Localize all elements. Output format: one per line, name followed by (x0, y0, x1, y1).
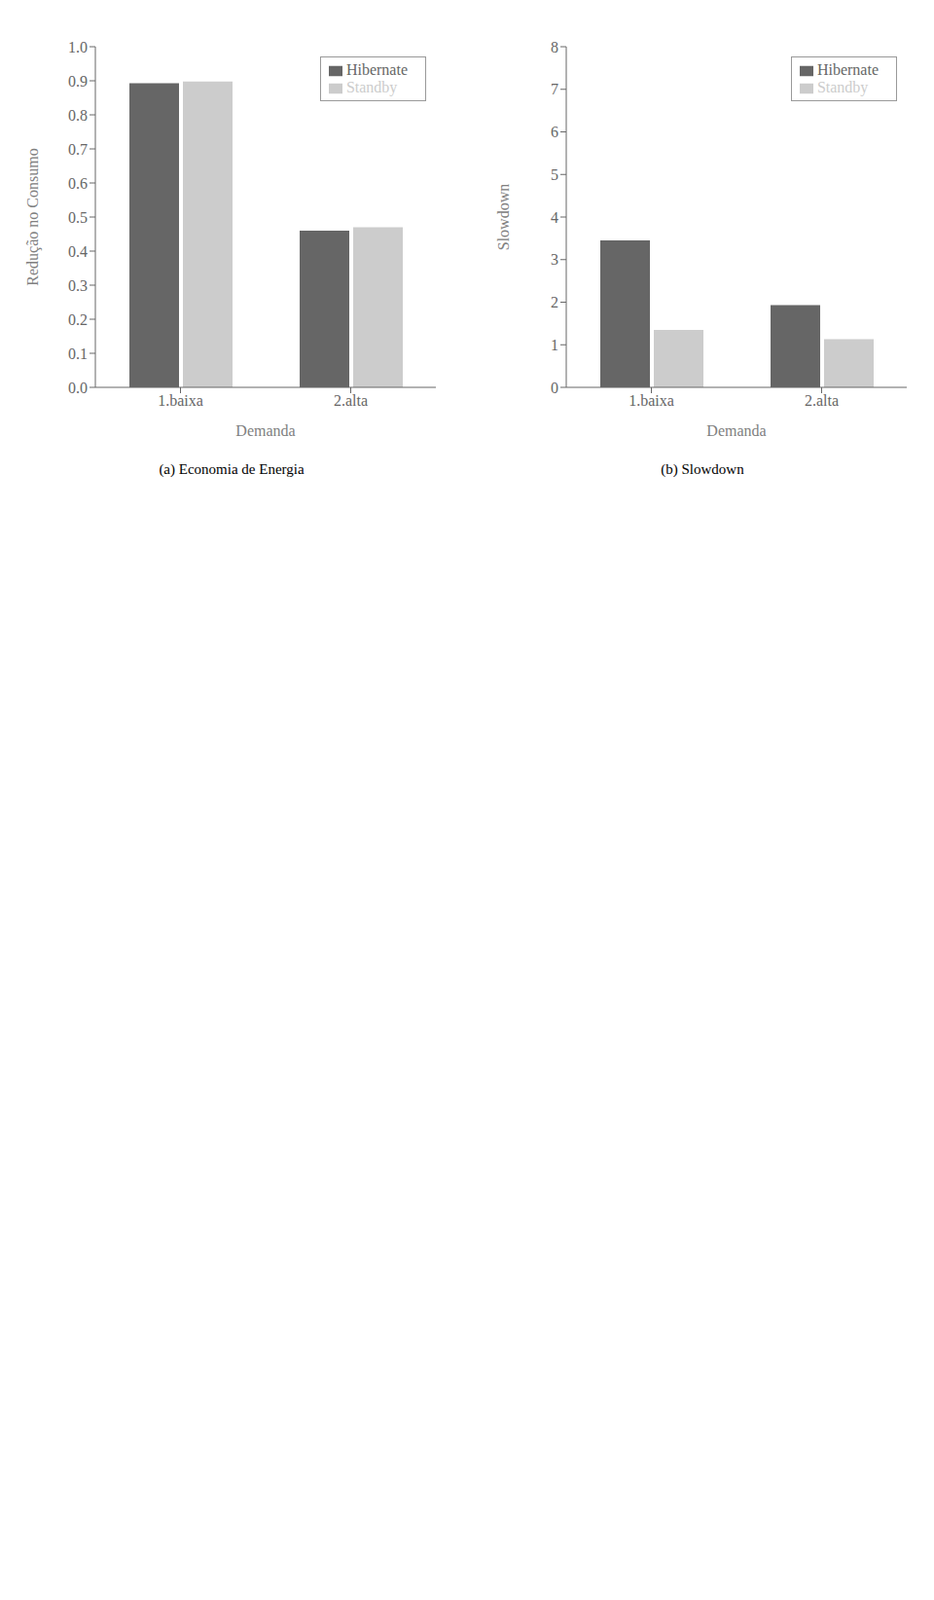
svg-text:1: 1 (550, 336, 559, 354)
svg-text:0.8: 0.8 (68, 107, 88, 124)
svg-text:0.0: 0.0 (68, 379, 88, 396)
svg-text:0: 0 (550, 379, 559, 396)
html-text:(a) Economia de Energia: (a) Economia de Energia (158, 461, 305, 477)
svg-text:0.7: 0.7 (68, 141, 88, 158)
svg-text:1.baixa: 1.baixa (157, 392, 204, 409)
svg-text:0.5: 0.5 (68, 209, 88, 226)
html-text:Standby: Standby (346, 78, 398, 96)
svg-text:4: 4 (550, 209, 559, 226)
svg-text:0.6: 0.6 (68, 175, 88, 192)
svg-text:2: 2 (550, 293, 559, 311)
svg-text:8: 8 (550, 38, 559, 56)
svg-text:2.alta: 2.alta (333, 392, 368, 409)
svg-text:5: 5 (550, 166, 559, 183)
svg-text:Redução no Consumo: Redução no Consumo (24, 147, 42, 286)
svg-text:0.4: 0.4 (68, 243, 88, 260)
svg-text:0.1: 0.1 (68, 345, 88, 362)
svg-text:6: 6 (550, 123, 559, 141)
html-text:(b) Slowdown: (b) Slowdown (660, 461, 744, 477)
html-text:Hibernate: Hibernate (346, 61, 408, 78)
svg-text:Slowdown: Slowdown (495, 183, 512, 251)
svg-text:0.3: 0.3 (68, 277, 88, 294)
svg-text:2.alta: 2.alta (804, 392, 839, 409)
svg-text:7: 7 (550, 80, 559, 98)
svg-text:Demanda: Demanda (235, 422, 295, 439)
html-text:Standby: Standby (817, 78, 869, 96)
svg-text:0.9: 0.9 (68, 72, 88, 90)
svg-text:0.2: 0.2 (68, 311, 88, 328)
html-text:Hibernate: Hibernate (817, 61, 879, 78)
svg-text:1.baixa: 1.baixa (628, 392, 675, 409)
svg-text:3: 3 (550, 251, 559, 268)
svg-text:1.0: 1.0 (68, 38, 88, 56)
svg-text:Demanda: Demanda (706, 422, 766, 439)
